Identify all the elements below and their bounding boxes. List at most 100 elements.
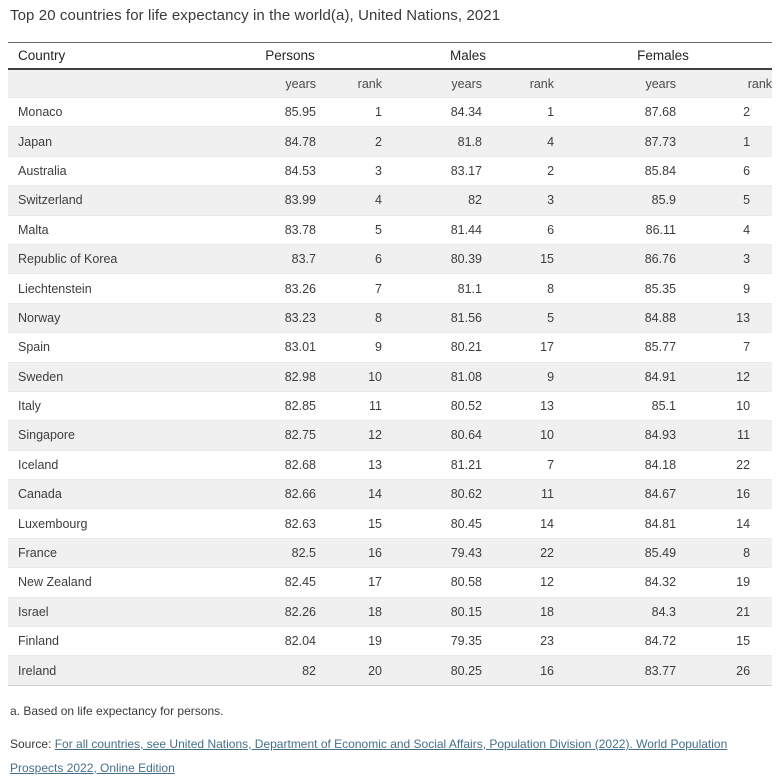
females-years-cell: 86.76: [554, 243, 677, 274]
females-years-cell: 85.84: [554, 155, 677, 186]
males-rank-cell: 22: [482, 537, 555, 568]
table-row: Switzerland 83.99 4 82 3 85.9 5: [8, 185, 773, 216]
females-years-cell: 85.1: [554, 390, 677, 421]
persons-years-cell: 85.95: [198, 96, 316, 127]
males-years-cell: 80.45: [382, 508, 482, 539]
males-years-cell: 80.62: [382, 479, 482, 509]
table-row: Singapore 82.75 12 80.64 10 84.93 11: [8, 420, 773, 451]
persons-rank-cell: 19: [316, 626, 382, 656]
males-years-cell: 79.35: [382, 626, 482, 656]
persons-years-cell: 83.26: [198, 273, 316, 304]
females-rank-cell: 4: [676, 214, 773, 245]
persons-years-cell: 84.78: [198, 126, 316, 157]
column-group-persons: Persons: [198, 42, 382, 70]
table-subheader-row: years rank years rank years rank: [8, 69, 773, 98]
persons-years-cell: 83.7: [198, 243, 316, 274]
females-years-cell: 84.91: [554, 361, 677, 392]
country-cell: Australia: [8, 155, 198, 186]
males-rank-cell: 14: [482, 508, 555, 539]
males-rank-cell: 7: [482, 449, 555, 480]
females-years-cell: 85.77: [554, 332, 677, 363]
table-row: Canada 82.66 14 80.62 11 84.67 16: [8, 479, 773, 509]
females-rank-cell: 2: [676, 96, 773, 127]
males-years-cell: 82: [382, 185, 482, 216]
males-rank-cell: 9: [482, 361, 555, 392]
persons-years-cell: 82.26: [198, 596, 316, 627]
country-cell: Sweden: [8, 361, 198, 392]
males-rank-cell: 18: [482, 596, 555, 627]
females-years-cell: 84.88: [554, 302, 677, 333]
females-rank-cell: 6: [676, 155, 773, 186]
females-years-cell: 84.32: [554, 567, 677, 598]
females-years-cell: 85.35: [554, 273, 677, 304]
page-title: Top 20 countries for life expectancy in …: [10, 7, 501, 24]
males-rank-cell: 12: [482, 567, 555, 598]
table-row: Norway 83.23 8 81.56 5 84.88 13: [8, 302, 773, 333]
persons-years-cell: 82.85: [198, 390, 316, 421]
subheader-persons-rank: rank: [316, 69, 382, 98]
persons-rank-cell: 16: [316, 537, 382, 568]
table-row: Liechtenstein 83.26 7 81.1 8 85.35 9: [8, 273, 773, 304]
males-rank-cell: 17: [482, 332, 555, 363]
subheader-females-rank: rank: [676, 69, 773, 98]
table-row: Japan 84.78 2 81.8 4 87.73 1: [8, 126, 773, 157]
females-rank-cell: 3: [676, 243, 773, 274]
subheader-males-years: years: [382, 69, 482, 98]
females-years-cell: 84.18: [554, 449, 677, 480]
subheader-males-rank: rank: [482, 69, 555, 98]
persons-years-cell: 82.45: [198, 567, 316, 598]
males-years-cell: 81.21: [382, 449, 482, 480]
females-rank-cell: 1: [676, 126, 773, 157]
column-header-country: Country: [8, 42, 198, 70]
persons-years-cell: 82: [198, 655, 316, 686]
males-years-cell: 81.1: [382, 273, 482, 304]
females-years-cell: 84.3: [554, 596, 677, 627]
persons-rank-cell: 2: [316, 126, 382, 157]
persons-rank-cell: 4: [316, 185, 382, 216]
table-row: New Zealand 82.45 17 80.58 12 84.32 19: [8, 567, 773, 598]
country-cell: Liechtenstein: [8, 273, 198, 304]
males-rank-cell: 10: [482, 420, 555, 451]
table-row: Italy 82.85 11 80.52 13 85.1 10: [8, 390, 773, 421]
source-line: Source: For all countries, see United Na…: [10, 732, 772, 780]
males-rank-cell: 23: [482, 626, 555, 656]
males-rank-cell: 5: [482, 302, 555, 333]
females-rank-cell: 21: [676, 596, 773, 627]
country-cell: Iceland: [8, 449, 198, 480]
persons-years-cell: 82.68: [198, 449, 316, 480]
persons-rank-cell: 12: [316, 420, 382, 451]
males-rank-cell: 4: [482, 126, 555, 157]
table-body: Monaco 85.95 1 84.34 1 87.68 2 Japan 84.78 2 81.8 4…: [8, 96, 773, 686]
country-cell: Finland: [8, 626, 198, 656]
males-years-cell: 80.15: [382, 596, 482, 627]
country-cell: Ireland: [8, 655, 198, 686]
persons-rank-cell: 18: [316, 596, 382, 627]
country-cell: Canada: [8, 479, 198, 509]
females-rank-cell: 14: [676, 508, 773, 539]
persons-rank-cell: 7: [316, 273, 382, 304]
females-years-cell: 83.77: [554, 655, 677, 686]
source-link[interactable]: For all countries, see United Nations, D…: [10, 736, 728, 775]
table-row: Ireland 82 20 80.25 16 83.77 26: [8, 655, 773, 686]
males-years-cell: 80.21: [382, 332, 482, 363]
country-cell: Monaco: [8, 96, 198, 127]
females-rank-cell: 11: [676, 420, 773, 451]
persons-years-cell: 82.98: [198, 361, 316, 392]
males-rank-cell: 13: [482, 390, 555, 421]
females-years-cell: 84.93: [554, 420, 677, 451]
females-rank-cell: 15: [676, 626, 773, 656]
table-row: Australia 84.53 3 83.17 2 85.84 6: [8, 155, 773, 186]
country-cell: Spain: [8, 332, 198, 363]
females-rank-cell: 8: [676, 537, 773, 568]
persons-rank-cell: 11: [316, 390, 382, 421]
persons-rank-cell: 6: [316, 243, 382, 274]
persons-rank-cell: 20: [316, 655, 382, 686]
females-rank-cell: 22: [676, 449, 773, 480]
persons-rank-cell: 8: [316, 302, 382, 333]
persons-rank-cell: 5: [316, 214, 382, 245]
females-rank-cell: 13: [676, 302, 773, 333]
females-years-cell: 84.81: [554, 508, 677, 539]
life-expectancy-table: Country Persons Males Females years rank…: [8, 42, 773, 686]
country-cell: France: [8, 537, 198, 568]
